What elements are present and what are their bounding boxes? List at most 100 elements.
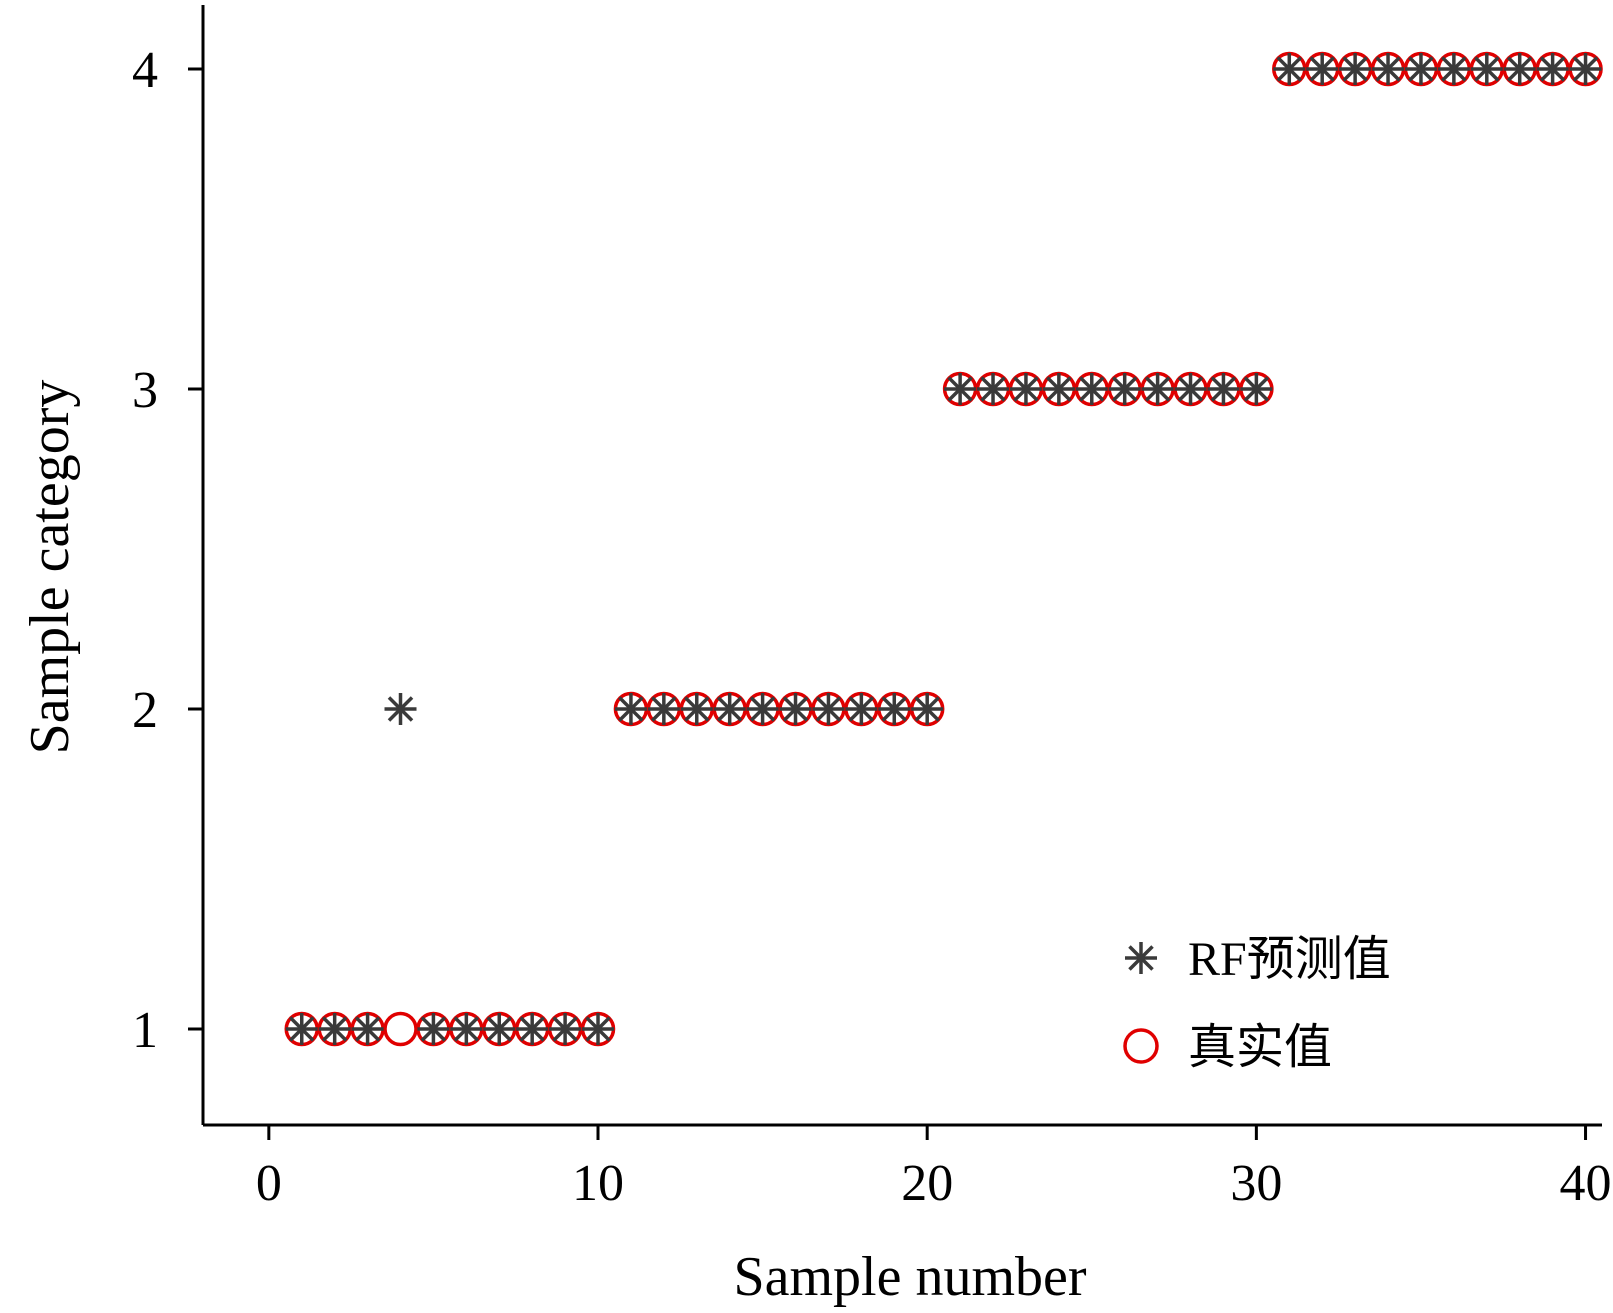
- y-tick-label: 4: [132, 42, 158, 99]
- data-point-rf-predicted: [911, 693, 944, 725]
- asterisk-stroke: [288, 1016, 315, 1042]
- asterisk-stroke: [1375, 56, 1401, 82]
- y-axis-ticks: 1 2 3 4: [132, 42, 203, 1059]
- asterisk-stroke: [1539, 56, 1566, 82]
- asterisk-stroke: [947, 376, 973, 402]
- asterisk-stroke: [1177, 376, 1204, 402]
- asterisk-stroke: [749, 696, 776, 722]
- data-point-rf-predicted: [1339, 53, 1372, 85]
- data-point-rf-predicted: [483, 1013, 516, 1045]
- data-point-rf-predicted: [779, 693, 812, 725]
- asterisk-stroke: [1276, 56, 1303, 82]
- data-point-rf-predicted: [944, 373, 977, 405]
- x-axis-title: Sample number: [733, 1246, 1086, 1308]
- data-point-rf-predicted: [647, 693, 680, 725]
- x-axis-ticks: 0 10 20 30 40: [256, 1125, 1612, 1212]
- asterisk-stroke: [1210, 376, 1237, 402]
- x-tick-label: 20: [901, 1155, 953, 1212]
- asterisk-stroke: [848, 696, 875, 722]
- data-point-rf-predicted: [1437, 53, 1470, 85]
- series-actual-values: [284, 51, 1603, 1047]
- data-point-rf-predicted: [450, 1013, 483, 1045]
- series-rf-predicted: [285, 53, 1602, 1045]
- data-point-rf-predicted: [713, 693, 746, 725]
- data-point-rf-predicted: [1306, 53, 1339, 85]
- asterisk-stroke: [1408, 56, 1434, 82]
- data-point-rf-predicted: [1108, 373, 1141, 405]
- legend-item-rf-predicted: RF预测值: [1125, 933, 1391, 986]
- data-point-rf-predicted: [516, 1013, 549, 1045]
- asterisk-stroke: [552, 1016, 578, 1042]
- asterisk-stroke: [1474, 56, 1500, 82]
- legend-label-rf-predicted: RF预测值: [1188, 933, 1391, 986]
- data-point-rf-predicted: [1240, 373, 1273, 405]
- data-point-rf-predicted: [746, 693, 779, 725]
- legend-label-actual: 真实值: [1188, 1021, 1332, 1074]
- data-point-rf-predicted: [614, 693, 647, 725]
- asterisk-stroke: [716, 696, 743, 722]
- data-point-rf-predicted: [1404, 53, 1437, 85]
- data-point-rf-predicted: [845, 693, 878, 725]
- asterisk-stroke: [1572, 56, 1599, 82]
- data-point-rf-predicted: [1075, 373, 1108, 405]
- asterisk-stroke: [980, 376, 1006, 402]
- legend-circle-marker: [1123, 1028, 1159, 1064]
- asterisk-stroke: [651, 696, 677, 722]
- data-point-rf-predicted: [1470, 53, 1503, 85]
- asterisk-stroke: [914, 696, 940, 722]
- data-point-rf-predicted: [1042, 373, 1075, 405]
- asterisk-stroke: [453, 1016, 480, 1042]
- legend-circle: [1123, 1028, 1159, 1064]
- data-point-rf-predicted: [812, 693, 845, 725]
- asterisk-stroke: [387, 696, 414, 722]
- data-point-rf-predicted: [549, 1013, 582, 1045]
- data-point-rf-predicted: [1536, 53, 1569, 85]
- legend-asterisk: [1125, 942, 1157, 974]
- asterisk-stroke: [1013, 376, 1039, 402]
- asterisk-stroke: [1128, 945, 1154, 971]
- data-point-rf-predicted: [318, 1013, 351, 1045]
- asterisk-stroke: [585, 1016, 611, 1042]
- data-point-rf-predicted: [1174, 373, 1207, 405]
- data-point-rf-predicted: [1503, 53, 1536, 85]
- legend-asterisk-marker: [1125, 942, 1157, 974]
- asterisk-stroke: [815, 696, 842, 722]
- data-point-rf-predicted: [1569, 53, 1602, 85]
- data-point-rf-predicted: [1273, 53, 1306, 85]
- data-point-rf-predicted: [1207, 373, 1240, 405]
- asterisk-stroke: [1342, 56, 1368, 82]
- asterisk-stroke: [684, 696, 710, 722]
- asterisk-stroke: [881, 696, 908, 722]
- asterisk-stroke: [1046, 376, 1072, 402]
- legend: RF预测值 真实值: [1123, 933, 1391, 1074]
- asterisk-stroke: [782, 696, 809, 722]
- y-tick-label: 3: [132, 362, 158, 419]
- data-point-rf-predicted: [1141, 373, 1174, 405]
- asterisk-stroke: [519, 1016, 545, 1042]
- asterisk-stroke: [618, 696, 644, 722]
- data-point-rf-predicted: [1372, 53, 1405, 85]
- asterisk-stroke: [321, 1016, 348, 1042]
- asterisk-stroke: [1111, 376, 1138, 402]
- data-point-actual: [383, 1011, 418, 1047]
- x-tick-label: 10: [572, 1155, 624, 1212]
- asterisk-stroke: [1079, 376, 1105, 402]
- data-point-rf-predicted: [417, 1013, 450, 1045]
- y-axis-title: Sample category: [19, 380, 81, 755]
- asterisk-stroke: [354, 1016, 381, 1042]
- x-tick-label: 40: [1560, 1155, 1612, 1212]
- data-point-rf-predicted: [680, 693, 713, 725]
- asterisk-stroke: [1506, 56, 1533, 82]
- data-point-rf-predicted: [384, 693, 417, 725]
- asterisk-stroke: [1441, 56, 1467, 82]
- data-point-rf-predicted: [1009, 373, 1042, 405]
- data-point-rf-predicted: [977, 373, 1010, 405]
- data-point-rf-predicted: [351, 1013, 384, 1045]
- data-point-rf-predicted: [878, 693, 911, 725]
- asterisk-stroke: [420, 1016, 447, 1042]
- y-tick-label: 1: [132, 1002, 158, 1059]
- y-tick-label: 2: [132, 682, 158, 739]
- data-point-rf-predicted: [582, 1013, 615, 1045]
- data-point-rf-predicted: [285, 1013, 318, 1045]
